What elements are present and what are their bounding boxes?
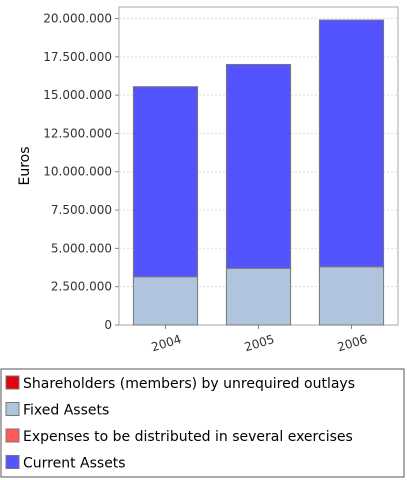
y-tick-label: 7.500.000 xyxy=(51,203,112,217)
legend-swatch xyxy=(5,375,20,390)
legend-label: Shareholders (members) by unrequired out… xyxy=(23,376,355,392)
y-tick-label: 20.000.000 xyxy=(43,11,112,25)
y-tick-label: 0 xyxy=(104,318,112,332)
legend: Shareholders (members) by unrequired out… xyxy=(5,375,355,472)
bars xyxy=(132,19,385,326)
y-tick-label: 17.500.000 xyxy=(43,50,112,64)
legend-swatch xyxy=(5,455,20,469)
y-tick-label: 2.500.000 xyxy=(51,280,112,294)
bar-segment xyxy=(132,86,199,278)
y-axis-title: Euros xyxy=(17,146,33,185)
x-axis-ticks: 2004 2005 2006 xyxy=(150,325,369,354)
x-tick-label: 2004 xyxy=(150,332,183,354)
bar-segment xyxy=(132,276,199,326)
bar-segment xyxy=(225,63,292,269)
y-axis-ticks: 0 2.500.000 5.000.000 7.500.000 10.000.000 12… xyxy=(43,11,119,332)
x-tick-label: 2006 xyxy=(336,332,369,354)
legend-label: Fixed Assets xyxy=(23,403,109,419)
y-tick-label: 10.000.000 xyxy=(43,165,112,179)
bar-segment xyxy=(225,267,292,326)
y-tick-label: 15.000.000 xyxy=(43,88,112,102)
bar-segment xyxy=(318,266,385,326)
legend-swatch xyxy=(5,428,20,443)
legend-label: Current Assets xyxy=(23,456,126,472)
x-tick-label: 2005 xyxy=(243,332,276,354)
legend-box xyxy=(0,368,405,478)
y-tick-label: 5.000.000 xyxy=(51,241,112,255)
y-tick-label: 12.500.000 xyxy=(43,126,112,140)
bar-segment xyxy=(318,19,385,268)
legend-label: Expenses to be distributed in several ex… xyxy=(23,429,353,445)
legend-swatch xyxy=(5,402,20,416)
